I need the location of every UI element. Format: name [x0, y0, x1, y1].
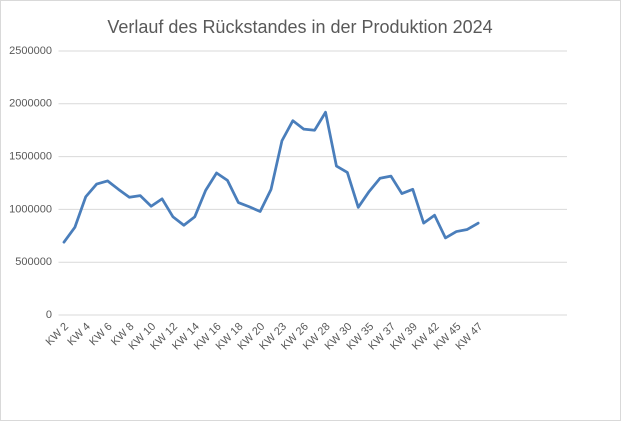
data-line [62, 110, 480, 244]
y-tick-label: 1500000 [9, 151, 52, 163]
chart-title: Verlauf des Rückstandes in der Produktio… [107, 17, 492, 37]
y-tick-label: 1000000 [9, 203, 52, 215]
y-tick-label: 500000 [15, 256, 52, 268]
y-tick-label: 2000000 [9, 98, 52, 110]
y-tick-label: 2500000 [9, 45, 52, 57]
y-tick-label: 0 [46, 309, 52, 321]
